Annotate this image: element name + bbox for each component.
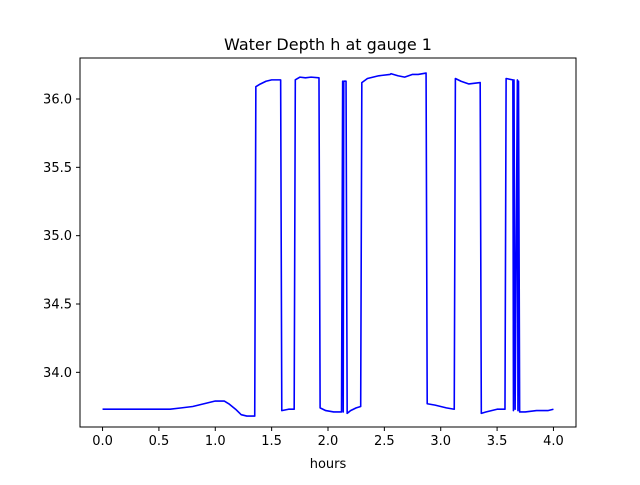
x-tick-label: 1.0 (205, 434, 226, 449)
x-tick-label: 2.5 (374, 434, 395, 449)
y-tick-label: 34.5 (43, 298, 72, 313)
x-tick-label: 4.0 (543, 434, 564, 449)
chart-title: Water Depth h at gauge 1 (224, 35, 432, 54)
plot-area (102, 72, 554, 417)
x-tick-label: 0.0 (92, 434, 113, 449)
y-tick-label: 35.0 (43, 229, 72, 244)
y-tick-label: 36.0 (43, 93, 72, 108)
x-tick-label: 0.5 (149, 434, 170, 449)
x-axis-ticks: 0.0 0.5 1.0 1.5 2.0 2.5 3.0 3.5 4.0 (92, 427, 564, 449)
x-tick-label: 2.0 (318, 434, 339, 449)
x-tick-label: 3.0 (430, 434, 451, 449)
y-tick-label: 34.0 (43, 366, 72, 381)
series-line (102, 72, 554, 417)
axes-frame (79, 57, 577, 428)
x-tick-label: 1.5 (261, 434, 282, 449)
x-tick-label: 3.5 (487, 434, 508, 449)
x-axis-label: hours (310, 457, 347, 472)
y-axis-ticks: 34.0 34.5 35.0 35.5 36.0 (43, 93, 80, 381)
y-tick-label: 35.5 (43, 161, 72, 176)
